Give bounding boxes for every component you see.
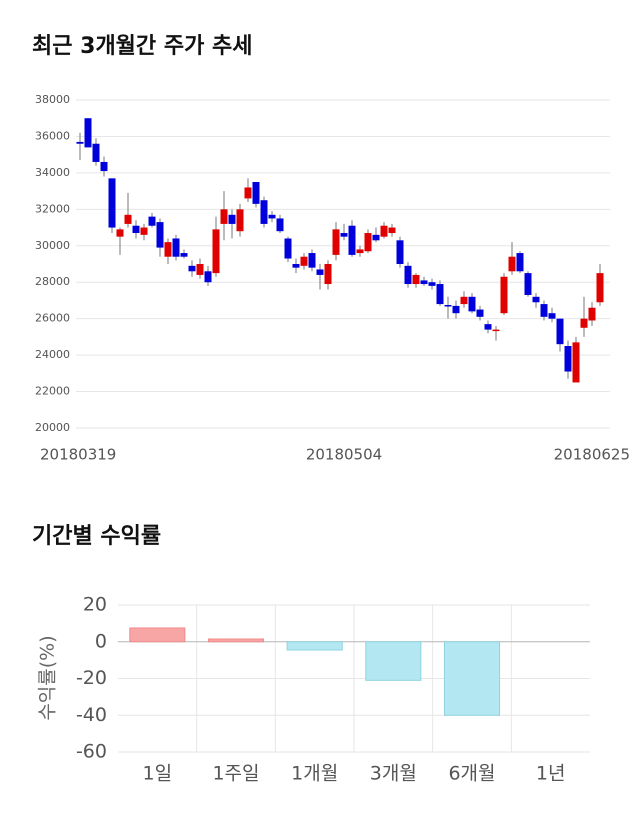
candle-body xyxy=(220,209,228,224)
y-tick-label: 22000 xyxy=(35,385,70,398)
candle-body xyxy=(308,253,316,268)
bar xyxy=(207,638,265,643)
x-tick-label: 1일 xyxy=(143,763,173,785)
bar xyxy=(286,641,343,651)
y-tick-label: 38000 xyxy=(35,93,70,106)
candle-body xyxy=(300,256,308,266)
bar xyxy=(443,641,501,716)
candle-body xyxy=(396,240,404,264)
candle-body xyxy=(460,296,468,305)
candle-body xyxy=(76,141,84,144)
candle-body xyxy=(484,324,492,330)
candle-body xyxy=(164,242,172,257)
y-tick-label: 28000 xyxy=(35,275,70,288)
x-tick-label: 1주일 xyxy=(212,763,259,785)
candle-body xyxy=(100,161,108,172)
y-tick-label: -20 xyxy=(76,667,107,689)
y-tick-label: 26000 xyxy=(35,312,70,325)
candle-body xyxy=(228,214,236,224)
y-tick-label: 24000 xyxy=(35,348,70,361)
candle-body xyxy=(476,309,484,317)
bar xyxy=(129,627,186,643)
candle-body xyxy=(572,342,580,383)
candle-body xyxy=(556,318,564,345)
candle-body xyxy=(268,214,276,219)
x-tick-label: 3개월 xyxy=(370,763,417,785)
bar xyxy=(365,641,422,681)
candle-body xyxy=(260,200,268,224)
candle-body xyxy=(548,313,556,319)
candle-body xyxy=(580,318,588,328)
candle-body xyxy=(388,227,396,234)
y-tick-label: -40 xyxy=(76,704,107,726)
candle-body xyxy=(172,238,180,257)
candle-body xyxy=(244,187,252,199)
candle-body xyxy=(428,282,436,286)
candle-body xyxy=(212,229,220,274)
candle-body xyxy=(348,225,356,255)
y-tick-label: 0 xyxy=(95,630,107,652)
candle-body xyxy=(508,256,516,272)
y-tick-label: 36000 xyxy=(35,129,70,142)
candle-body xyxy=(380,225,388,237)
candle-body xyxy=(532,296,540,303)
x-tick-label: 1개월 xyxy=(291,763,338,785)
candle-body xyxy=(412,274,420,285)
candle-body xyxy=(84,118,92,148)
candle-body xyxy=(156,222,164,248)
y-tick-label: 20000 xyxy=(35,421,70,434)
candle-body xyxy=(332,229,340,255)
candle-body xyxy=(452,305,460,314)
chart-title: 최근 3개월간 주가 추세 xyxy=(32,34,252,59)
candle-body xyxy=(132,225,140,234)
candle-body xyxy=(524,273,532,295)
candle-body xyxy=(492,329,500,332)
y-axis-label: 수익률(%) xyxy=(37,635,59,720)
y-tick-label: 20 xyxy=(83,594,107,616)
candle-body xyxy=(108,178,116,228)
candle-body xyxy=(116,229,124,237)
candle-body xyxy=(316,269,324,275)
candle-body xyxy=(284,238,292,259)
candle-body xyxy=(188,265,196,272)
y-tick-label: 34000 xyxy=(35,166,70,179)
x-tick-label: 6개월 xyxy=(448,763,495,785)
candle-body xyxy=(588,307,596,321)
x-tick-label: 1년 xyxy=(536,763,566,785)
candle-body xyxy=(148,216,156,226)
candle-body xyxy=(468,296,476,312)
candle-body xyxy=(516,253,524,272)
candle-body xyxy=(444,305,452,307)
candle-body xyxy=(92,143,100,162)
candle-body xyxy=(436,284,444,305)
y-tick-label: -60 xyxy=(76,741,107,763)
candle-body xyxy=(404,265,412,285)
candle-body xyxy=(236,209,244,232)
candle-body xyxy=(540,304,548,317)
y-tick-label: 30000 xyxy=(35,239,70,252)
candle-body xyxy=(356,249,364,254)
candle-body xyxy=(372,234,380,241)
candle-body xyxy=(596,273,604,303)
candle-body xyxy=(564,346,572,372)
candle-body xyxy=(124,214,132,224)
candle-body xyxy=(252,182,260,204)
x-tick-label: 20180319 xyxy=(40,446,116,464)
candle-body xyxy=(276,218,284,232)
candle-body xyxy=(420,280,428,285)
candle-body xyxy=(140,227,148,235)
candle-body xyxy=(324,264,332,285)
candle-body xyxy=(180,253,188,257)
candle-body xyxy=(364,233,372,252)
x-tick-label: 20180625 xyxy=(554,446,630,464)
candle-body xyxy=(500,276,508,314)
y-tick-label: 32000 xyxy=(35,202,70,215)
candle-body xyxy=(196,264,204,275)
candle-body xyxy=(292,264,300,268)
x-tick-label: 20180504 xyxy=(306,446,382,464)
candle-body xyxy=(340,233,348,237)
candle-body xyxy=(204,271,212,283)
chart-title: 기간별 수익률 xyxy=(32,524,161,549)
